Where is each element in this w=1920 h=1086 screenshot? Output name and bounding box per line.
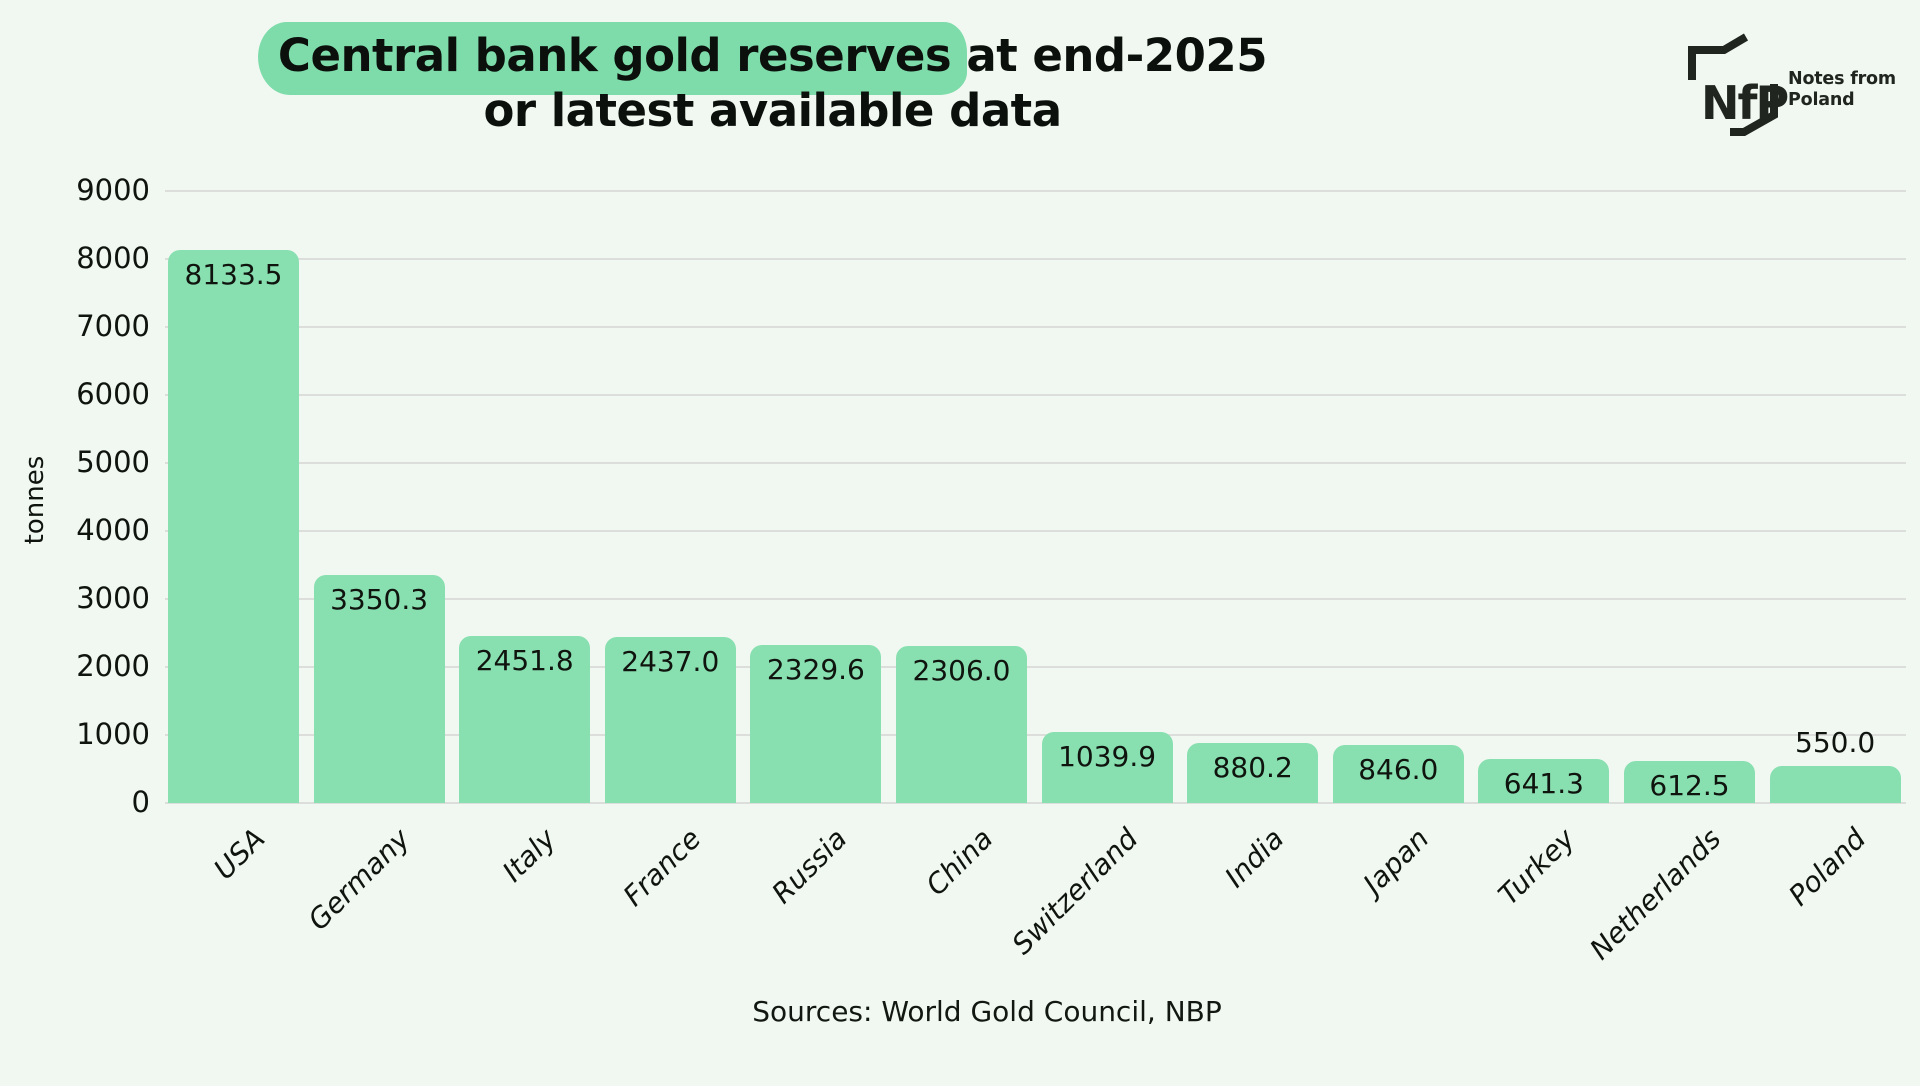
chart-title-line2: or latest available data bbox=[483, 84, 1062, 137]
bar-russia bbox=[750, 644, 882, 803]
x-axis-label-usa: USA bbox=[206, 822, 271, 886]
bar-turkey bbox=[1478, 759, 1610, 803]
x-axis-label-france: France bbox=[617, 822, 708, 913]
y-tick-label-1000: 1000 bbox=[76, 717, 150, 751]
gridline-1000 bbox=[165, 734, 1906, 736]
nfp-logo-name: Notes from Poland bbox=[1788, 69, 1896, 111]
x-axis-label-italy: Italy bbox=[495, 822, 563, 889]
bar-france bbox=[604, 637, 736, 803]
x-axis-label-russia: Russia bbox=[765, 822, 854, 910]
gridline-3000 bbox=[165, 598, 1906, 600]
bar-india bbox=[1187, 743, 1319, 803]
y-tick-label-4000: 4000 bbox=[76, 513, 150, 547]
bar-switzerland bbox=[1041, 732, 1173, 803]
bar-value-turkey: 641.3 bbox=[1503, 767, 1584, 801]
bar-value-germany: 3350.3 bbox=[330, 583, 429, 617]
bar-china bbox=[896, 646, 1027, 803]
bar-poland bbox=[1769, 765, 1901, 803]
x-axis-label-netherlands: Netherlands bbox=[1582, 822, 1727, 967]
source-note: Sources: World Gold Council, NBP bbox=[752, 995, 1222, 1028]
y-tick-label-5000: 5000 bbox=[76, 445, 150, 479]
bar-value-france: 2437.0 bbox=[621, 645, 720, 679]
x-axis-label-poland: Poland bbox=[1782, 822, 1873, 913]
x-axis-label-india: India bbox=[1218, 822, 1291, 894]
bar-value-russia: 2329.6 bbox=[766, 652, 865, 686]
bar-value-italy: 2451.8 bbox=[475, 644, 574, 678]
bar-value-usa: 8133.5 bbox=[184, 257, 283, 291]
nfp-logo-name-line1: Notes from bbox=[1788, 69, 1896, 89]
bar-japan bbox=[1332, 745, 1464, 803]
bar-value-switzerland: 1039.9 bbox=[1058, 740, 1157, 774]
title-rest-text: at end-2025 bbox=[951, 29, 1268, 82]
nfp-logo-name-line2: Poland bbox=[1788, 90, 1855, 110]
bar-value-poland: 550.0 bbox=[1795, 725, 1876, 759]
bar-value-netherlands: 612.5 bbox=[1649, 769, 1730, 803]
x-axis-label-turkey: Turkey bbox=[1491, 822, 1582, 912]
bar-germany bbox=[313, 575, 445, 803]
gridline-0 bbox=[165, 802, 1906, 804]
x-axis-label-japan: Japan bbox=[1357, 822, 1436, 901]
y-tick-label-8000: 8000 bbox=[76, 241, 150, 275]
x-axis-label-switzerland: Switzerland bbox=[1005, 822, 1145, 961]
bar-value-india: 880.2 bbox=[1212, 751, 1293, 785]
y-tick-label-7000: 7000 bbox=[76, 309, 150, 343]
gridline-8000 bbox=[165, 258, 1906, 260]
y-tick-label-2000: 2000 bbox=[76, 649, 150, 683]
title-highlighted-text: Central bank gold reserves bbox=[257, 22, 968, 94]
nfp-logo-icon: NfP bbox=[1688, 33, 1788, 136]
bar-usa bbox=[168, 249, 299, 803]
gridline-7000 bbox=[165, 326, 1906, 328]
gridline-2000 bbox=[165, 666, 1906, 668]
gridline-6000 bbox=[165, 394, 1906, 396]
gridline-9000 bbox=[165, 190, 1906, 192]
y-tick-label-6000: 6000 bbox=[76, 377, 150, 411]
bar-value-japan: 846.0 bbox=[1358, 753, 1439, 787]
bar-netherlands bbox=[1624, 761, 1755, 803]
bar-italy bbox=[459, 636, 591, 803]
y-tick-label-0: 0 bbox=[131, 785, 150, 819]
chart-title-line1: Central bank gold reserves at end-2025 bbox=[0, 22, 1545, 94]
x-axis-label-china: China bbox=[918, 822, 999, 902]
gridline-4000 bbox=[165, 530, 1906, 532]
x-axis-label-germany: Germany bbox=[301, 822, 417, 937]
gridline-5000 bbox=[165, 462, 1906, 464]
y-tick-label-9000: 9000 bbox=[76, 173, 150, 207]
nfp-logo: NfP Notes from Poland bbox=[1688, 22, 1903, 140]
nfp-logo-abbr: NfP bbox=[1701, 76, 1788, 130]
bar-value-china: 2306.0 bbox=[912, 654, 1011, 688]
y-tick-label-3000: 3000 bbox=[76, 581, 150, 615]
y-axis-title: tonnes bbox=[20, 455, 50, 545]
